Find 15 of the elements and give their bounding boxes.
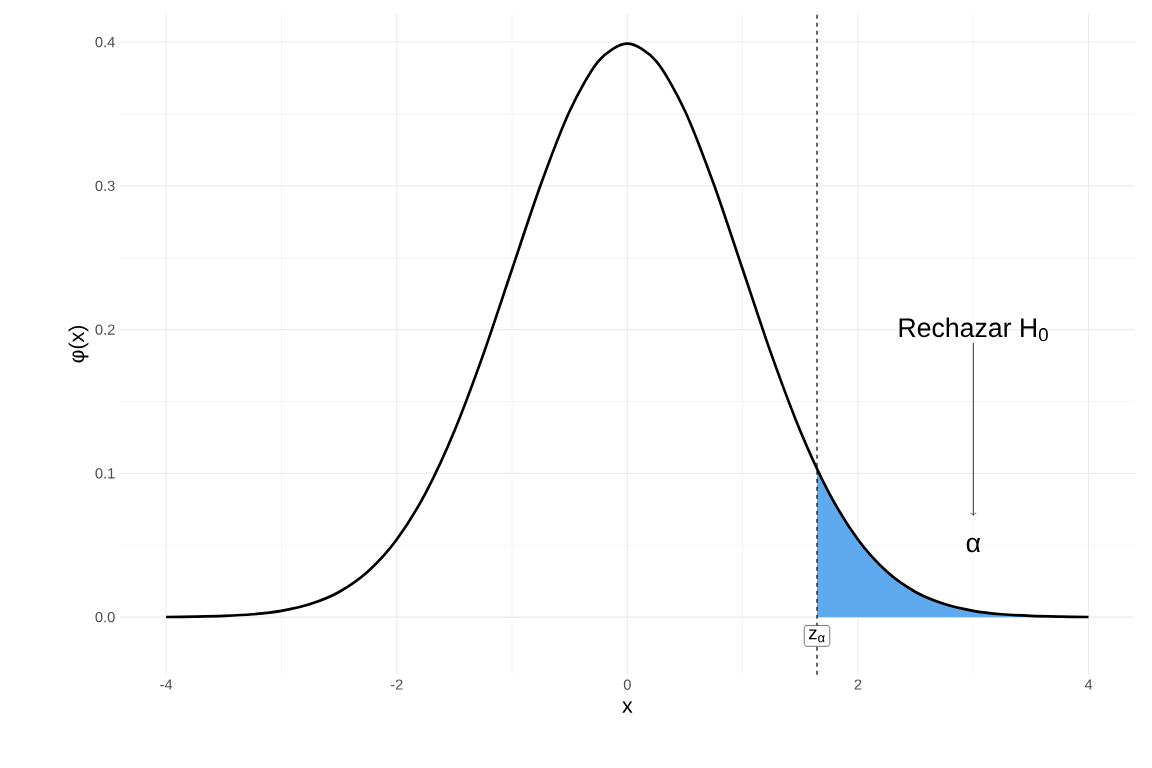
- annotation: α: [966, 537, 981, 553]
- ref-line-label: z$_{α}$: [808, 629, 825, 643]
- y-tick-label: 0.1: [95, 468, 115, 479]
- y-tick-label: 0.0: [95, 611, 115, 623]
- y-axis-title: φ(x): [68, 325, 89, 363]
- y-tick-label: 0.4: [95, 36, 115, 48]
- y-tick-label: 0.2: [95, 324, 115, 335]
- x-tick-label: 4: [1084, 679, 1093, 690]
- x-axis-title: x: [622, 701, 633, 713]
- x-tick-label: -4: [160, 679, 173, 690]
- annotation: Rechazar H$_{0}$: [899, 317, 1048, 342]
- y-tick-label: 0.3: [95, 180, 115, 192]
- x-tick-label: 2: [854, 679, 862, 690]
- x-tick-label: -2: [390, 679, 403, 690]
- x-tick-label: 0: [623, 679, 631, 690]
